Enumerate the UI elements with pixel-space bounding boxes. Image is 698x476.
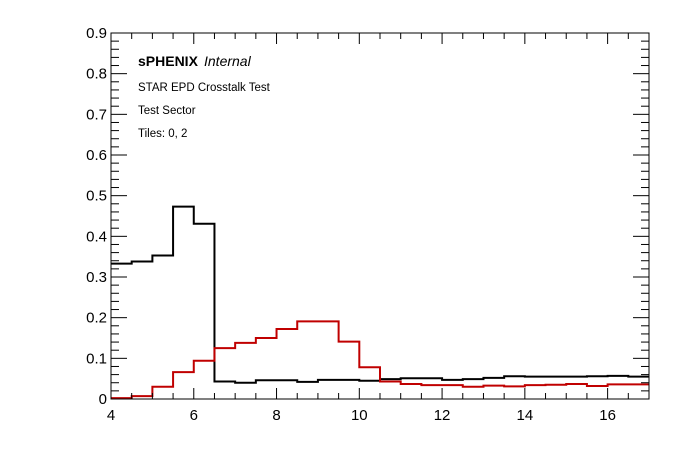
y-tick-label: 0.3 <box>86 269 107 286</box>
series-2-line <box>111 320 649 400</box>
series-layer <box>111 205 649 400</box>
y-tick-label: 0.5 <box>86 188 107 205</box>
annotation-line-1: STAR EPD Crosstalk Test <box>138 82 271 94</box>
y-tick-label: 0 <box>99 391 107 408</box>
x-tick-label: 4 <box>107 407 115 424</box>
y-tick-label: 0.1 <box>86 350 107 367</box>
y-tick-label: 0.9 <box>86 25 107 42</box>
y-tick-label: 0.2 <box>86 310 107 327</box>
y-tick-label: 0.8 <box>86 66 107 83</box>
series-1-line <box>111 205 649 384</box>
y-tick-label: 0.6 <box>86 147 107 164</box>
ticks-layer <box>110 32 650 400</box>
x-tick-label: 10 <box>351 407 368 424</box>
annotation-line-3: Tiles: 0, 2 <box>138 128 187 140</box>
tick-labels-layer: 4 6 8 10 12 14 16 0 0.1 0.2 0.3 0.4 0.5 0.6 0.7 0.8 0.9 <box>86 25 616 424</box>
x-tick-label: 6 <box>190 407 198 424</box>
y-tick-label: 0.7 <box>86 106 107 123</box>
x-tick-label: 14 <box>517 407 534 424</box>
annotation-line-2: Test Sector <box>138 105 196 117</box>
y-tick-label: 0.4 <box>86 228 107 245</box>
annotation-layer: sPHENIX Internal STAR EPD Crosstalk Test… <box>138 53 271 140</box>
x-tick-label: 12 <box>434 407 451 424</box>
x-tick-label: 16 <box>599 407 616 424</box>
status-label: Internal <box>204 53 252 69</box>
experiment-label: sPHENIX <box>138 53 199 69</box>
x-tick-label: 8 <box>272 407 280 424</box>
